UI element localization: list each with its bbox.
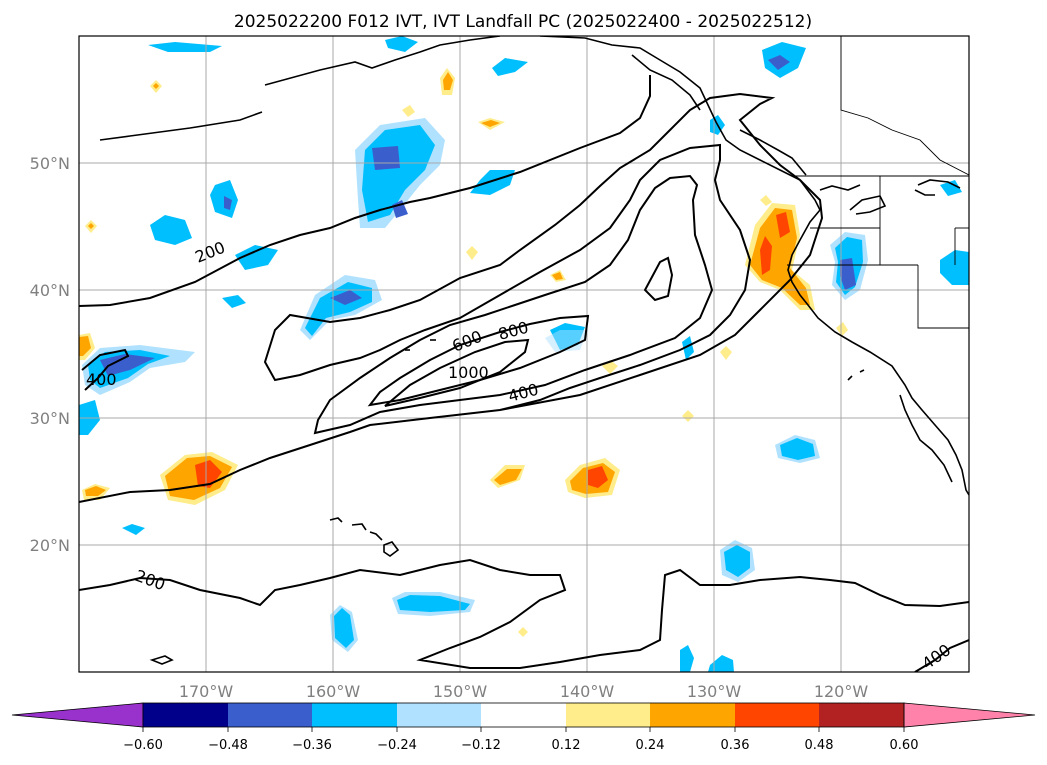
colorbar-segment xyxy=(312,703,397,727)
gridlines xyxy=(79,36,969,672)
map-frame xyxy=(78,35,970,673)
lat-tick-label: 50°N xyxy=(30,154,70,173)
colorbar-segment xyxy=(228,703,312,727)
colorbar-tick-label: −0.60 xyxy=(123,738,163,753)
colorbar-segment xyxy=(397,703,481,727)
colorbar-extend-right xyxy=(903,702,1036,728)
colorbar-tick-label: −0.48 xyxy=(208,738,248,753)
lat-tick-label: 40°N xyxy=(30,281,70,300)
figure-title: 2025022200 F012 IVT, IVT Landfall PC (20… xyxy=(234,12,812,32)
colorbar-segment xyxy=(735,703,819,727)
coastlines xyxy=(99,36,969,665)
colorbar-tick-label: 0.36 xyxy=(721,738,750,753)
ivt-contours xyxy=(79,75,969,672)
colorbar-extend-left xyxy=(11,702,144,728)
lat-tick-label: 30°N xyxy=(30,409,70,428)
map-area: 200 200 400 400 400 600 800 1000 xyxy=(79,36,969,672)
colorbar-tick-label: −0.12 xyxy=(461,738,501,753)
colorbar: −0.60 −0.48 −0.36 −0.24 −0.12 0.12 0.24 … xyxy=(11,702,1036,753)
colorbar-tick-label: −0.24 xyxy=(377,738,417,753)
colorbar-segment xyxy=(481,703,566,727)
pc-shading xyxy=(79,36,969,672)
political-borders xyxy=(787,36,969,329)
lon-tick-label: 120°W xyxy=(814,682,869,701)
lon-tick-labels: 170°W 160°W 150°W 140°W 130°W 120°W xyxy=(179,682,869,701)
contour-label: 1000 xyxy=(448,363,489,382)
lon-tick-label: 160°W xyxy=(306,682,361,701)
lat-tick-labels: 50°N 40°N 30°N 20°N xyxy=(30,154,70,555)
lon-tick-label: 140°W xyxy=(560,682,615,701)
contour-label: 400 xyxy=(86,370,117,389)
colorbar-segment xyxy=(819,703,904,727)
colorbar-segment xyxy=(143,703,228,727)
colorbar-segment xyxy=(566,703,650,727)
lon-tick-label: 150°W xyxy=(433,682,488,701)
colorbar-tick-label: 0.24 xyxy=(636,738,665,753)
colorbar-tick-label: 0.60 xyxy=(890,738,919,753)
colorbar-tick-label: 0.12 xyxy=(552,738,581,753)
colorbar-tick-label: 0.48 xyxy=(805,738,834,753)
lon-tick-label: 170°W xyxy=(179,682,234,701)
lat-tick-label: 20°N xyxy=(30,536,70,555)
colorbar-segment xyxy=(650,703,735,727)
lon-tick-label: 130°W xyxy=(687,682,742,701)
colorbar-tick-label: −0.36 xyxy=(292,738,332,753)
